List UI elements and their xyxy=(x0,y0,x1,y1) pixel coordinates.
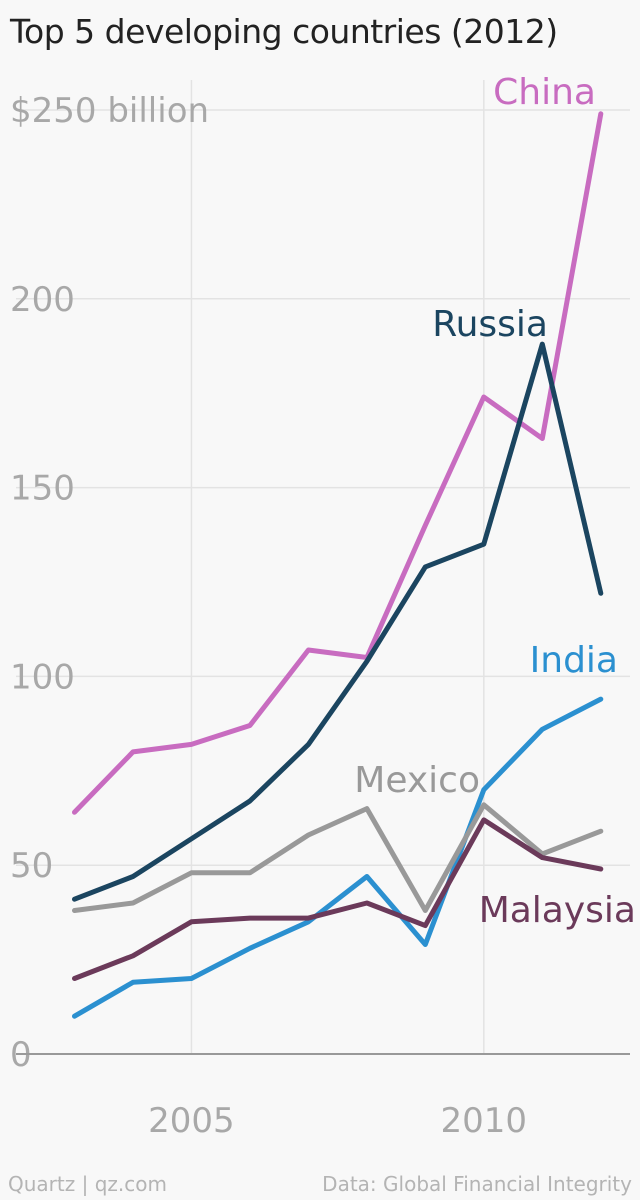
x-tick-label: 2005 xyxy=(148,1101,235,1141)
series-label-china: China xyxy=(493,72,596,113)
series-line-china xyxy=(72,111,604,815)
series-label-russia: Russia xyxy=(432,304,548,345)
y-tick-label: 100 xyxy=(10,657,75,697)
series-line-malaysia xyxy=(72,817,604,981)
x-tick-label: 2010 xyxy=(441,1101,528,1141)
y-tick-label: 50 xyxy=(10,846,53,886)
series-line-india xyxy=(72,696,604,1019)
series-label-mexico: Mexico xyxy=(354,760,480,801)
series-label-india: India xyxy=(530,640,618,681)
y-tick-label: 200 xyxy=(10,280,75,320)
series-line-russia xyxy=(72,341,604,902)
y-tick-label: 150 xyxy=(10,469,75,509)
series-lines xyxy=(72,111,604,1019)
chart-title: Top 5 developing countries (2012) xyxy=(10,12,558,51)
y-tick-label: $250 billion xyxy=(10,91,209,131)
footer-source-right: Data: Global Financial Integrity xyxy=(322,1172,632,1196)
series-line-mexico xyxy=(72,802,604,913)
footer-source-left: Quartz | qz.com xyxy=(8,1172,167,1196)
series-label-malaysia: Malaysia xyxy=(479,890,636,931)
series-labels: China Russia India Mexico Malaysia xyxy=(354,72,636,931)
grid-lines xyxy=(16,80,630,1054)
